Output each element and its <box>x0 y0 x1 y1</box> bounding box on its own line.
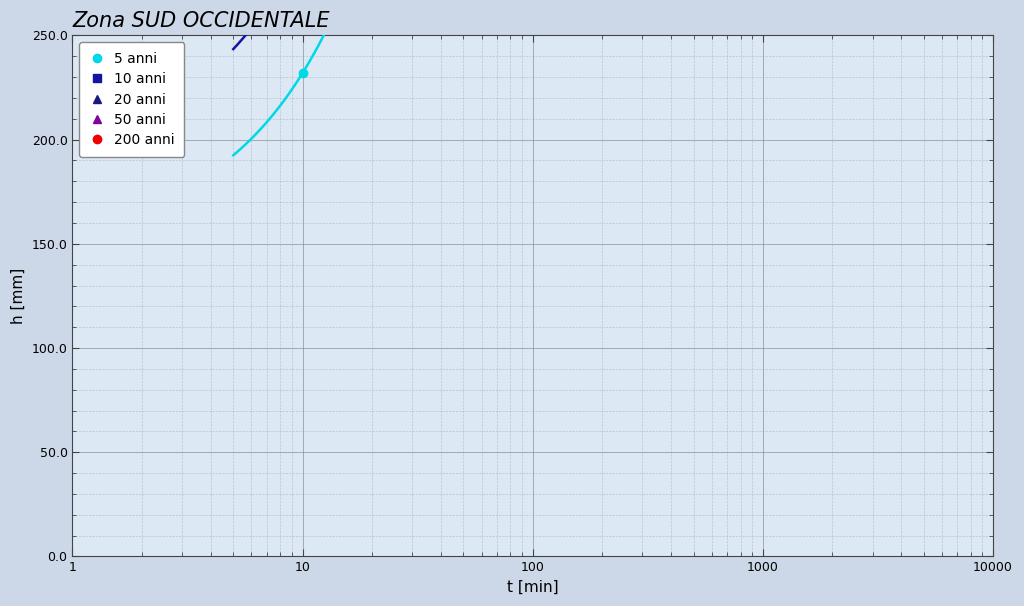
Y-axis label: h [mm]: h [mm] <box>11 268 26 324</box>
Legend: 5 anni, 10 anni, 20 anni, 50 anni, 200 anni: 5 anni, 10 anni, 20 anni, 50 anni, 200 a… <box>79 42 184 157</box>
Text: Zona SUD OCCIDENTALE: Zona SUD OCCIDENTALE <box>73 11 330 31</box>
X-axis label: t [min]: t [min] <box>507 580 558 595</box>
